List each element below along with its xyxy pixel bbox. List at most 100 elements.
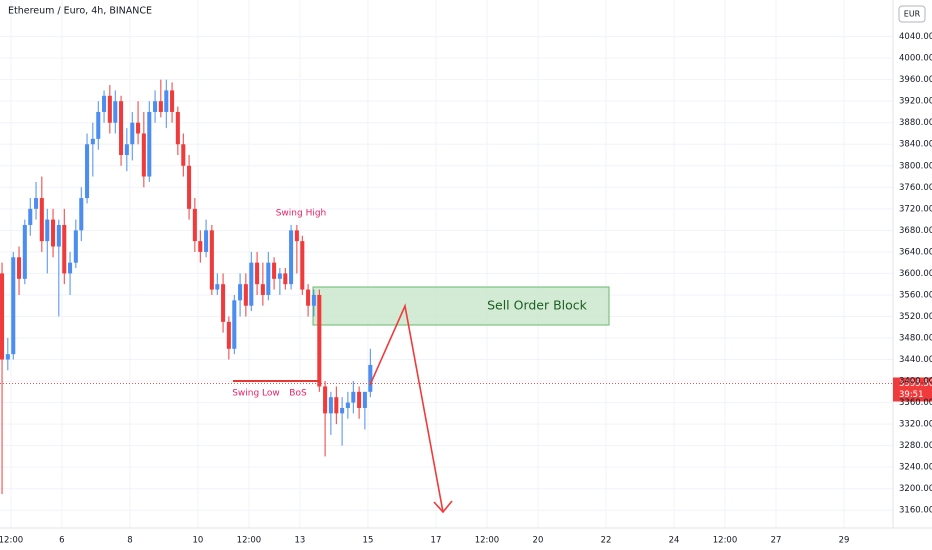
candle-body [85,144,90,199]
candle-body [243,284,248,306]
y-tick-label: 3280.00 [899,441,932,451]
candle-body [238,284,243,301]
order-block-zone [312,286,610,326]
candle-body [73,230,78,263]
last-price-label: 3395.50 [899,379,932,389]
y-tick-label: 3240.00 [899,463,932,473]
candle-body [255,262,260,285]
y-tick-label: 4040.00 [899,32,932,42]
projection-arrow [369,303,444,513]
candle-body [317,294,322,387]
y-tick-label: 3200.00 [899,484,932,494]
x-tick-label: 15 [363,536,374,546]
candle-body [209,230,214,290]
candle-body [323,386,328,414]
last-price-box [893,377,932,402]
candle-body [192,208,197,242]
candle-body [39,198,44,242]
candle-body [90,138,95,145]
candle-body [357,391,362,408]
y-tick-label: 3960.00 [899,75,932,85]
candle-body [215,284,220,290]
y-tick-label: 4000.00 [899,54,932,64]
candle-body [113,101,118,123]
bos-label: BoS [289,389,307,399]
x-tick-label: 29 [839,536,850,546]
candle-body [56,224,61,247]
candle-body [28,208,33,225]
candle-body [34,198,39,209]
x-tick-label: 22 [601,536,612,546]
x-tick-label: 6 [59,536,64,546]
candle-body [334,397,339,414]
candle-body [187,165,192,209]
candle-body [22,224,27,279]
currency-label: EUR [904,10,921,19]
chart-title: Ethereum / Euro, 4h, BINANCE [8,6,152,17]
y-tick-label: 3920.00 [899,97,932,107]
candle-body [79,198,84,231]
candle-body [368,364,373,392]
candle-body [362,391,367,408]
candle-body [141,133,146,177]
candle-body [328,397,333,414]
candle-body [45,219,50,242]
candle-body [153,101,158,112]
currency-badge[interactable] [898,5,926,23]
candle-body [277,273,282,279]
candle-body [181,144,186,166]
candle-body [351,391,356,403]
candle-body [249,262,254,306]
candle-body [204,230,209,252]
y-tick-label: 3880.00 [899,118,932,128]
candle-body [119,101,124,156]
x-tick-label: 20 [533,536,544,546]
x-tick-label: 13 [295,536,306,546]
candle-body [130,122,135,145]
x-tick-label: 12:00 [0,536,23,546]
y-tick-label: 3400.00 [899,377,932,387]
x-tick-label: 27 [771,536,782,546]
candle-body [266,262,271,295]
candle-body [158,101,163,112]
candle-body [232,300,237,349]
y-tick-label: 3160.00 [899,506,932,516]
candle-body [51,219,56,247]
y-tick-label: 3320.00 [899,420,932,430]
candle-body [306,289,311,306]
y-tick-label: 3840.00 [899,140,932,150]
candle-body [102,95,107,112]
candle-body [5,354,10,360]
candle-body [272,262,277,279]
candle-body [198,241,203,252]
y-tick-label: 3600.00 [899,269,932,279]
candle-body [345,402,350,408]
candle-body [340,407,345,414]
swing-low-label: Swing Low [232,389,280,399]
y-tick-label: 3360.00 [899,398,932,408]
candle-body [175,111,180,145]
x-tick-label: 8 [127,536,132,546]
candle-body [96,111,101,139]
candle-body [68,262,73,274]
x-tick-label: 12:00 [475,536,500,546]
y-tick-label: 3440.00 [899,355,932,365]
arrow-head [433,500,453,514]
candle-body [260,284,265,295]
candle-body [107,95,112,123]
y-tick-label: 3680.00 [899,226,932,236]
y-tick-label: 3480.00 [899,334,932,344]
y-tick-label: 3760.00 [899,183,932,193]
candle-body [289,230,294,285]
y-tick-label: 3640.00 [899,247,932,257]
candle-body [164,90,169,112]
candle-body [283,273,288,285]
y-tick-label: 3520.00 [899,312,932,322]
candle-body [11,257,16,355]
candle-body [62,224,67,274]
swing-high-label: Swing High [276,209,327,219]
y-tick-label: 3560.00 [899,290,932,300]
x-tick-label: 24 [669,536,680,546]
